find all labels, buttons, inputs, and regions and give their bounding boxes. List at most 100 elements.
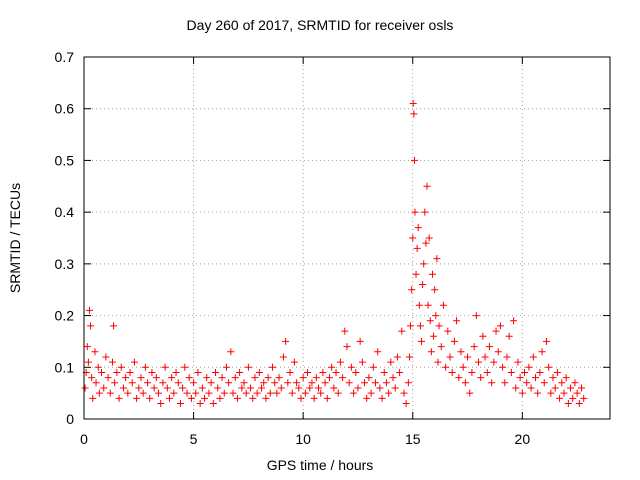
data-point <box>222 363 230 371</box>
data-point <box>411 208 419 216</box>
y-tick-label: 0.4 <box>55 204 75 220</box>
data-point <box>503 353 511 361</box>
y-tick-label: 0 <box>66 411 74 427</box>
data-point <box>558 379 566 387</box>
data-point <box>343 343 351 351</box>
data-point <box>410 110 418 118</box>
data-point <box>525 363 533 371</box>
x-tick-label: 10 <box>295 431 311 447</box>
data-point <box>575 399 583 407</box>
data-point <box>400 389 408 397</box>
data-point <box>479 332 487 340</box>
data-point <box>172 368 180 376</box>
data-point <box>98 368 106 376</box>
data-point <box>110 322 118 330</box>
data-point <box>299 374 307 382</box>
data-point <box>367 389 375 397</box>
data-point <box>468 368 476 376</box>
data-point <box>404 379 412 387</box>
data-point <box>130 358 138 366</box>
data-point <box>102 353 110 361</box>
data-point <box>159 379 167 387</box>
data-point <box>431 286 439 294</box>
data-point <box>85 306 93 314</box>
data-point <box>137 374 145 382</box>
data-point <box>310 394 318 402</box>
data-point <box>358 358 366 366</box>
data-point <box>181 363 189 371</box>
data-point <box>361 379 369 387</box>
data-point <box>527 384 535 392</box>
data-point <box>442 363 450 371</box>
data-point <box>435 322 443 330</box>
data-point <box>279 353 287 361</box>
data-point <box>236 368 244 376</box>
data-point <box>218 374 226 382</box>
data-point <box>332 368 340 376</box>
data-point <box>253 389 261 397</box>
data-point <box>100 384 108 392</box>
data-point <box>545 363 553 371</box>
data-point <box>350 389 358 397</box>
x-tick-label: 15 <box>405 431 421 447</box>
data-point <box>389 374 397 382</box>
data-point <box>569 394 577 402</box>
data-point <box>203 374 211 382</box>
data-point <box>341 327 349 335</box>
data-point <box>356 337 364 345</box>
data-point <box>113 368 121 376</box>
data-point <box>427 348 435 356</box>
data-point <box>220 389 228 397</box>
data-point <box>371 379 379 387</box>
data-point <box>507 368 515 376</box>
data-point <box>242 389 250 397</box>
data-point <box>117 363 125 371</box>
data-point <box>423 182 431 190</box>
data-point <box>295 384 303 392</box>
data-point <box>562 374 570 382</box>
data-point <box>95 389 103 397</box>
data-point <box>214 384 222 392</box>
data-point <box>481 353 489 361</box>
data-point <box>238 384 246 392</box>
data-point <box>494 348 502 356</box>
data-point <box>505 332 513 340</box>
data-point <box>521 368 529 376</box>
data-point <box>209 399 217 407</box>
data-point <box>365 374 373 382</box>
data-point <box>157 399 165 407</box>
data-point <box>247 384 255 392</box>
data-point <box>378 394 386 402</box>
data-point <box>165 394 173 402</box>
data-point <box>464 353 472 361</box>
data-point <box>380 368 388 376</box>
data-point <box>323 394 331 402</box>
data-point <box>430 332 438 340</box>
data-point <box>168 374 176 382</box>
data-point <box>88 374 96 382</box>
data-point <box>187 394 195 402</box>
data-points <box>81 100 588 407</box>
data-point <box>369 363 377 371</box>
data-point <box>488 379 496 387</box>
data-point <box>419 281 427 289</box>
y-tick-label: 0.3 <box>55 256 75 272</box>
data-point <box>578 384 586 392</box>
data-point <box>549 374 557 382</box>
data-point <box>393 353 401 361</box>
data-point <box>551 384 559 392</box>
data-point <box>483 368 491 376</box>
data-point <box>258 384 266 392</box>
y-tick-label: 0.7 <box>55 49 75 65</box>
data-point <box>207 379 215 387</box>
data-point <box>176 399 184 407</box>
data-point <box>282 337 290 345</box>
data-point <box>163 384 171 392</box>
data-point <box>580 394 588 402</box>
data-point <box>201 394 209 402</box>
data-point <box>115 394 123 402</box>
data-point <box>89 394 97 402</box>
data-point <box>538 348 546 356</box>
x-axis-label: GPS time / hours <box>266 457 374 473</box>
data-point <box>183 389 191 397</box>
